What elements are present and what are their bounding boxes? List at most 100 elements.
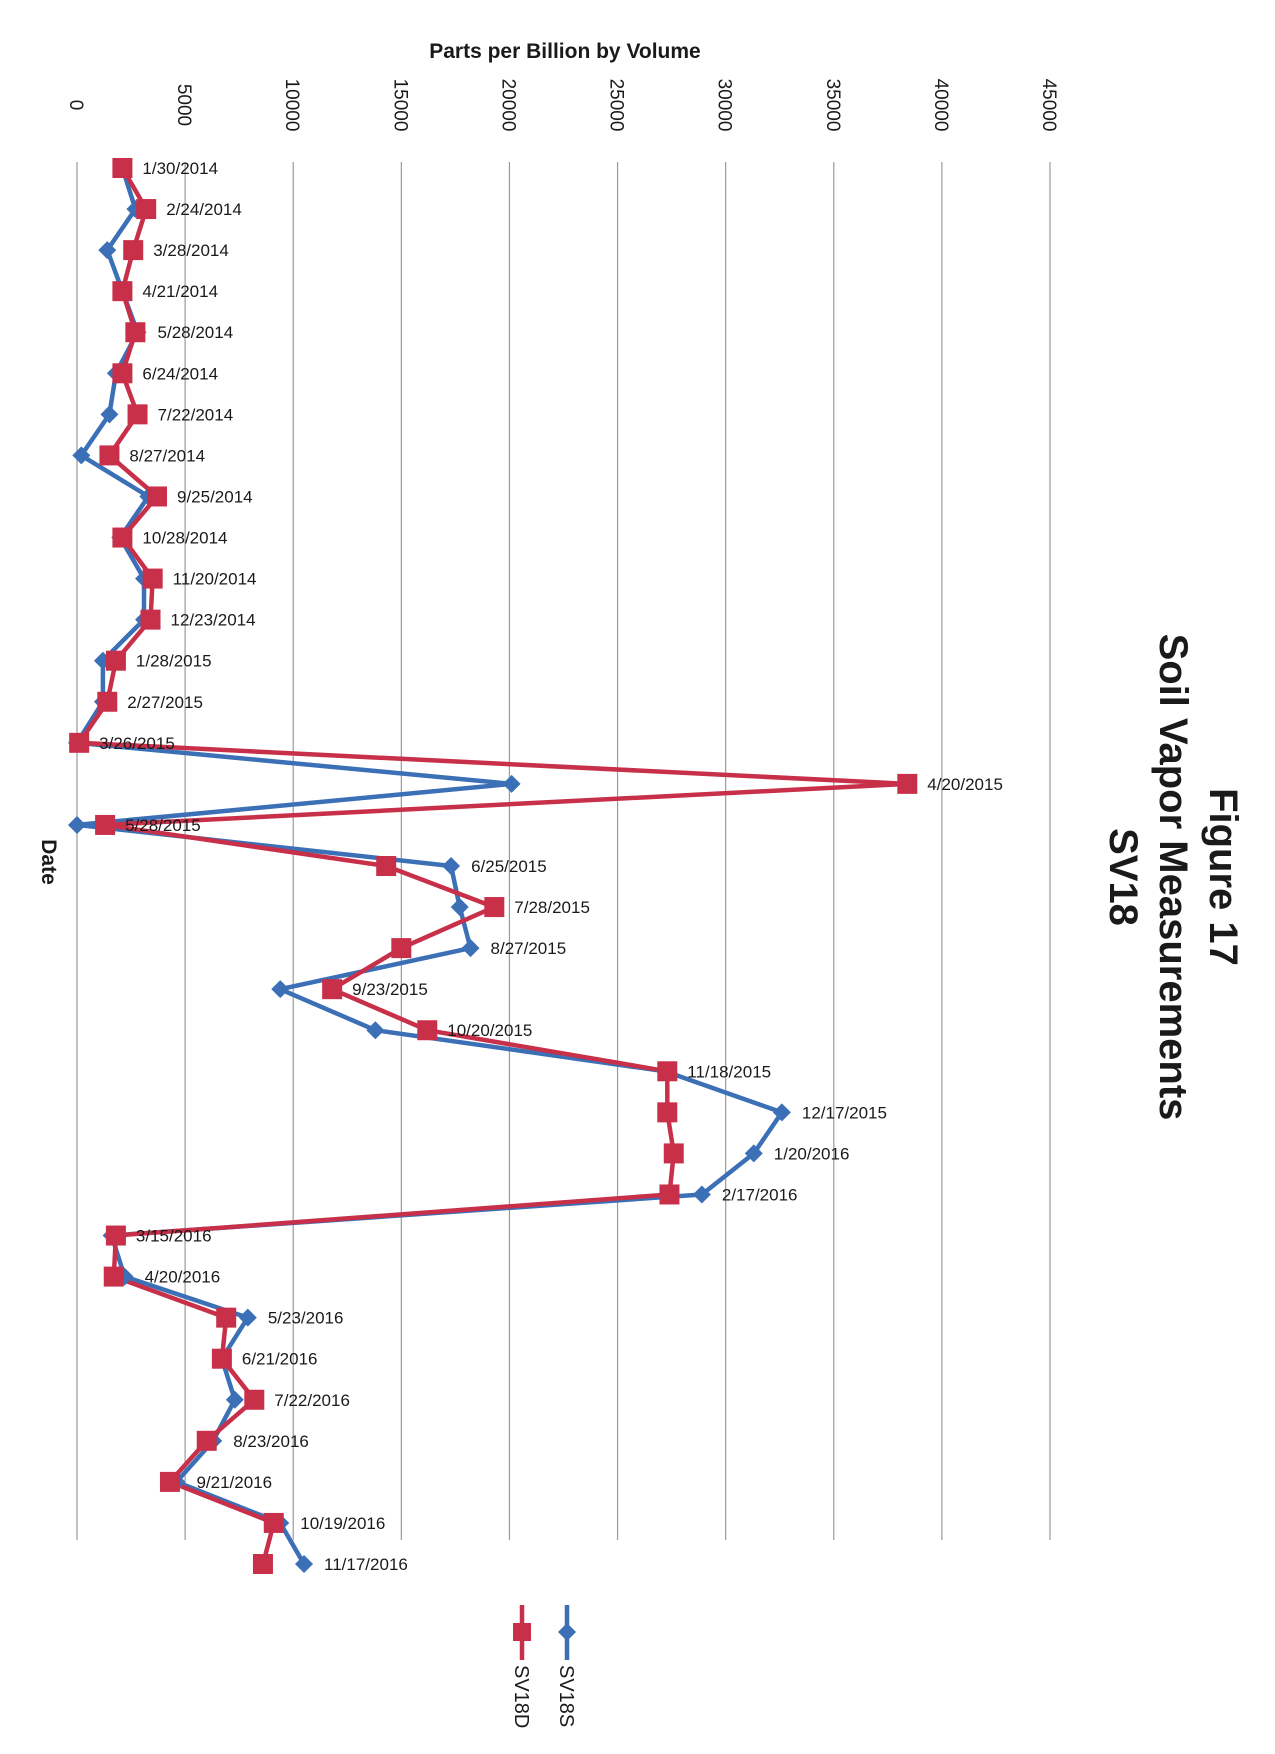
sv18s-point: [772, 1103, 791, 1122]
sv18s-point: [238, 1308, 257, 1327]
value-tick-label: 45000: [1038, 79, 1059, 132]
sv18d-point: [95, 814, 116, 835]
gridlines: [76, 162, 1051, 1540]
date-label: 9/25/2014: [177, 487, 253, 506]
date-label: 6/24/2014: [142, 364, 218, 383]
figure-title-line1: Figure 17: [1201, 788, 1245, 966]
date-label: 3/15/2016: [136, 1227, 212, 1246]
date-label: 11/20/2014: [173, 570, 257, 589]
sv18d-point: [376, 856, 397, 876]
sv18d-point: [252, 1554, 273, 1574]
sv18s-point: [225, 1390, 244, 1409]
sv18d-legend-marker: [513, 1623, 531, 1641]
value-tick-label: 15000: [389, 79, 410, 132]
value-tick-label: 25000: [606, 79, 627, 132]
sv18d-point: [103, 1266, 124, 1287]
sv18d-point: [417, 1020, 438, 1041]
date-label: 1/28/2015: [136, 652, 212, 671]
sv18d-point: [136, 199, 157, 220]
sv18d-point: [216, 1307, 237, 1328]
sv18s-point: [366, 1021, 385, 1040]
date-label: 10/19/2016: [300, 1514, 385, 1533]
sv18d-point: [140, 609, 161, 630]
date-label: 5/28/2014: [158, 323, 234, 342]
date-label: 2/24/2014: [166, 200, 242, 219]
sv18d-point: [69, 732, 90, 753]
date-label: 11/18/2015: [687, 1062, 771, 1081]
date-label: 12/23/2014: [171, 611, 256, 630]
date-label: 8/27/2014: [129, 446, 205, 465]
sv18d-point: [142, 568, 163, 589]
sv18s-point: [271, 980, 290, 999]
sv18s-legend-marker: [558, 1623, 576, 1641]
sv18d-point: [97, 691, 118, 712]
date-label: 3/28/2014: [153, 241, 229, 260]
date-label: 8/27/2015: [491, 939, 567, 958]
sv18d-point: [484, 897, 505, 918]
sv18d-point: [123, 240, 144, 261]
value-tick-label: 10000: [281, 79, 302, 132]
date-label: 4/20/2016: [145, 1268, 221, 1287]
figure-title-line2: Soil Vapor Measurements: [1151, 634, 1195, 1121]
sv18d-point: [657, 1102, 678, 1123]
date-label: 8/23/2016: [233, 1432, 309, 1451]
date-axis-title: Date: [37, 839, 60, 885]
sv18d-point: [112, 158, 133, 178]
figure-title-line3: SV18: [1101, 828, 1145, 926]
date-label: 3/26/2015: [99, 734, 175, 753]
date-label: 7/22/2014: [158, 405, 234, 424]
sv18d-point: [196, 1430, 217, 1451]
value-tick-label: 5000: [173, 84, 194, 126]
value-tick-label: 0: [65, 100, 86, 111]
date-label: 5/28/2015: [125, 816, 201, 835]
date-label: 2/17/2016: [722, 1185, 798, 1204]
legend: SV18S SV18D: [510, 1605, 577, 1728]
sv18s-point: [442, 857, 461, 875]
value-tick-label: 40000: [930, 79, 951, 132]
sv18s-point: [100, 405, 119, 424]
date-label: 7/28/2015: [514, 898, 590, 917]
sv18d-point: [159, 1471, 180, 1492]
sv18d-point: [125, 322, 146, 343]
sv18s-legend-label: SV18S: [555, 1665, 577, 1727]
value-tick-label: 35000: [822, 79, 843, 132]
sv18d-point: [147, 486, 168, 507]
sv18d-point: [659, 1184, 680, 1205]
sv18d-point: [663, 1143, 684, 1164]
sv18d-point: [112, 363, 133, 384]
date-label: 4/20/2015: [927, 775, 1003, 794]
date-label: 5/23/2016: [268, 1309, 344, 1328]
sv18s-point: [461, 939, 480, 958]
value-tick-label: 20000: [497, 79, 518, 132]
date-label: 1/30/2014: [142, 159, 218, 178]
sv18d-point: [263, 1512, 284, 1533]
date-label: 10/28/2014: [142, 529, 227, 548]
sv18d-point: [657, 1061, 678, 1082]
value-axis-title: Parts per Billion by Volume: [429, 40, 701, 63]
sv18s-point: [744, 1144, 763, 1163]
sv18d-point: [127, 404, 148, 425]
date-label: 11/17/2016: [324, 1555, 408, 1574]
date-label: 1/20/2016: [774, 1144, 850, 1163]
sv18d-point: [105, 1225, 126, 1246]
date-label: 6/21/2016: [242, 1350, 318, 1369]
sv18s-point: [502, 774, 521, 793]
sv18d-point: [897, 773, 918, 794]
sv18s-point: [450, 898, 469, 917]
sv18d-point: [105, 650, 126, 671]
sv18s-point: [72, 446, 91, 465]
sv18d-point: [322, 979, 343, 1000]
date-labels: 1/30/2014 2/24/2014 3/28/2014 4/21/2014 5/28…: [99, 159, 1003, 1574]
date-label: 9/23/2015: [352, 980, 428, 999]
date-label: 6/25/2015: [471, 857, 547, 876]
sv18s-point: [98, 241, 117, 260]
value-tick-label: 30000: [714, 79, 735, 132]
sv18d-point: [211, 1348, 232, 1369]
sv18s-point: [68, 815, 86, 834]
sv18d-point: [112, 281, 133, 302]
sv18d-point: [391, 938, 412, 959]
date-label: 9/21/2016: [196, 1473, 272, 1492]
date-label: 4/21/2014: [142, 282, 218, 301]
